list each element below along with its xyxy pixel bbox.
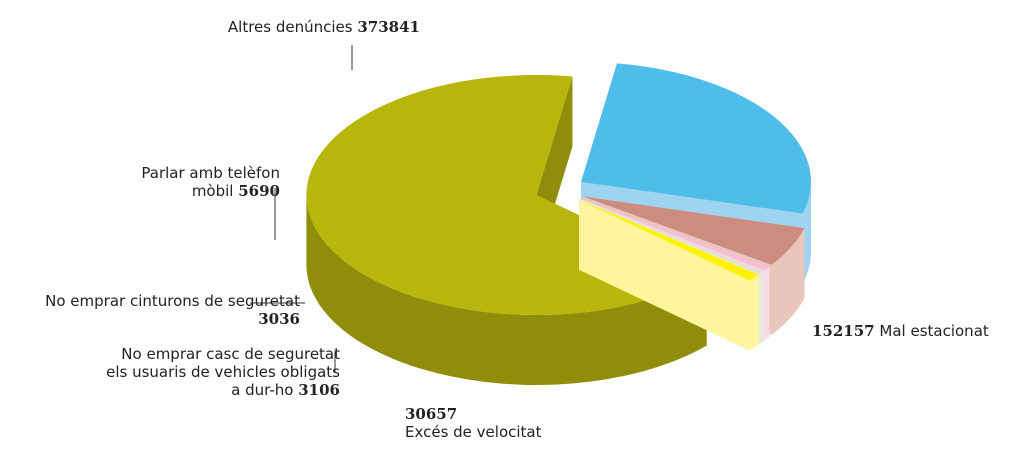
- slice-wall: [579, 199, 750, 351]
- value-label: 3106: [298, 381, 340, 399]
- category-label: Excés de velocitat: [405, 423, 542, 441]
- slice-side: [749, 274, 759, 351]
- slice-label: Parlar amb telèfon mòbil 5690: [100, 164, 280, 200]
- slice-side: [759, 270, 765, 345]
- slice-label: No emprar cinturons de seguretat 3036: [0, 292, 300, 328]
- category-label: No emprar cinturons de seguretat: [45, 292, 300, 310]
- category-label: Mal estacionat: [879, 322, 989, 340]
- slice-side: [306, 194, 707, 385]
- slice: [580, 198, 770, 271]
- value-label: 30657: [405, 405, 458, 423]
- category-label: Altres denúncies: [227, 18, 353, 36]
- slice-side: [771, 228, 805, 335]
- value-label: 5690: [238, 182, 280, 200]
- slice-side: [802, 181, 812, 284]
- slice: [581, 63, 812, 214]
- slice-side: [764, 267, 770, 341]
- slice-label: Altres denúncies 373841: [150, 18, 420, 36]
- slice: [579, 199, 765, 275]
- leaders: [250, 45, 353, 372]
- value-label: 152157: [812, 322, 875, 340]
- value-label: 3036: [258, 310, 300, 328]
- slices: [306, 63, 812, 385]
- value-label: 373841: [357, 18, 420, 36]
- slice: [579, 199, 759, 281]
- slice: [582, 196, 805, 265]
- slice-label: No emprar casc de seguretat els usuaris …: [100, 345, 340, 399]
- category-label: No emprar casc de seguretat els usuaris …: [106, 345, 340, 399]
- slice-label: 30657 Excés de velocitat: [405, 405, 605, 441]
- category-label: Parlar amb telèfon mòbil: [141, 164, 280, 200]
- slice-label: 152157 Mal estacionat: [812, 322, 1024, 340]
